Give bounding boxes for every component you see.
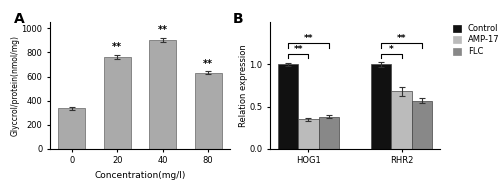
X-axis label: Concentration(mg/l): Concentration(mg/l): [94, 171, 186, 180]
Bar: [194, 73, 222, 149]
Bar: [318, 117, 339, 149]
Text: B: B: [232, 12, 243, 26]
Bar: [58, 108, 86, 149]
Y-axis label: Glyccrol/protein(nmol/mg): Glyccrol/protein(nmol/mg): [11, 35, 20, 136]
Bar: [412, 101, 432, 149]
Text: A: A: [14, 12, 25, 26]
Text: **: **: [203, 59, 213, 69]
Legend: Control, AMP-17, FLC: Control, AMP-17, FLC: [452, 24, 500, 56]
Text: **: **: [294, 44, 303, 54]
Bar: [104, 57, 131, 149]
Bar: [149, 40, 176, 149]
Text: *: *: [389, 44, 394, 54]
Text: **: **: [158, 25, 168, 35]
Y-axis label: Relation expression: Relation expression: [239, 44, 248, 127]
Bar: [392, 92, 412, 149]
Text: **: **: [112, 42, 122, 52]
Bar: [371, 65, 392, 149]
Text: **: **: [397, 34, 406, 43]
Bar: [298, 119, 318, 149]
Bar: [278, 65, 298, 149]
Text: **: **: [304, 34, 313, 43]
